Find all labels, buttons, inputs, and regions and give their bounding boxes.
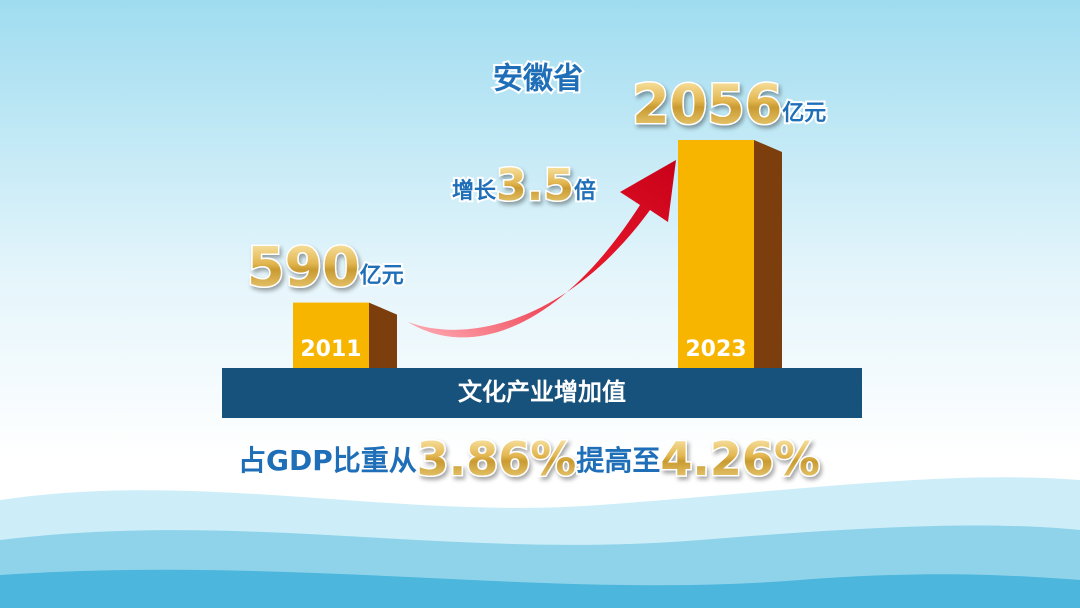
category-label: 文化产业增加值 bbox=[458, 378, 626, 406]
share-value: 4.26% bbox=[660, 432, 820, 486]
share-text: 占GDP比重从 bbox=[238, 444, 417, 477]
value-label-group: 2056亿元 bbox=[632, 73, 826, 136]
value-label: 2056 bbox=[632, 73, 782, 136]
growth-annotation: 增长3.5倍 bbox=[452, 160, 596, 211]
share-value: 3.86% bbox=[417, 432, 577, 486]
growth-arrow bbox=[408, 160, 676, 338]
value-label: 590 bbox=[247, 235, 360, 298]
bar bbox=[678, 140, 754, 368]
growth-value: 3.5 bbox=[496, 160, 574, 211]
value-unit: 亿元 bbox=[360, 264, 404, 289]
base-banner bbox=[222, 368, 862, 418]
growth-suffix: 倍 bbox=[574, 178, 596, 204]
chart-title: 安徽省 bbox=[493, 62, 583, 97]
share-annotation: 占GDP比重从3.86%提高至4.26% bbox=[238, 432, 820, 486]
bar-side bbox=[754, 140, 782, 368]
wave bbox=[0, 569, 1080, 608]
x-tick-label: 2011 bbox=[300, 337, 361, 362]
value-label-group: 590亿元 bbox=[247, 235, 404, 298]
x-tick-label: 2023 bbox=[685, 337, 746, 362]
share-text: 提高至 bbox=[576, 444, 660, 477]
bar-side bbox=[369, 302, 397, 368]
value-unit: 亿元 bbox=[782, 101, 826, 126]
bar bbox=[293, 302, 369, 368]
growth-prefix: 增长 bbox=[452, 178, 497, 204]
